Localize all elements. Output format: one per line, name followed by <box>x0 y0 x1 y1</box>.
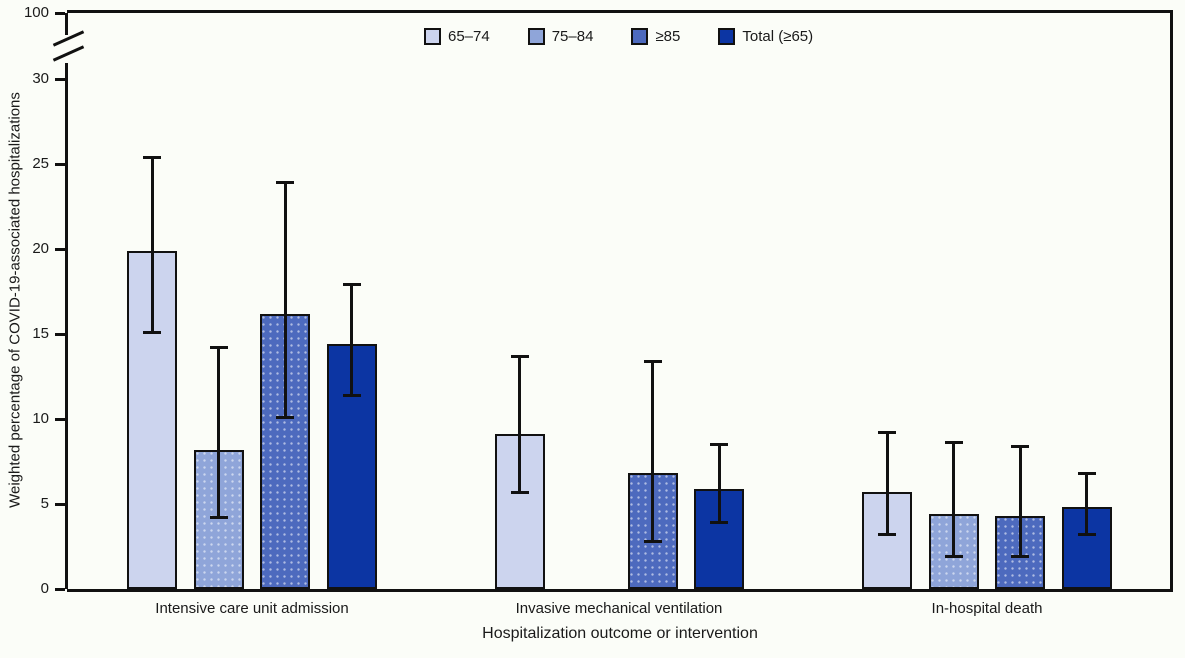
y-tick-30 <box>55 77 65 81</box>
error-bar-line-65–74-0 <box>150 157 154 333</box>
error-bar-cap-bottom-75–84-2 <box>944 555 963 559</box>
legend-item-≥85: ≥85 <box>631 28 680 45</box>
error-bar-cap-bottom-Total (≥65)-2 <box>1077 533 1096 537</box>
error-bar-cap-top-75–84-2 <box>944 441 963 445</box>
error-bar-line-≥85-1 <box>651 361 654 542</box>
legend-item-Total (≥65): Total (≥65) <box>718 28 813 45</box>
legend-swatch-icon <box>527 28 545 45</box>
error-bar-cap-top-≥85-1 <box>643 359 662 363</box>
legend-item-75–84: 75–84 <box>527 28 594 45</box>
plot-area: 0 5 10 15 20 25 30 100 <box>24 4 1173 597</box>
y-tick-100 <box>55 11 65 15</box>
error-bar-cap-bottom-≥85-0 <box>276 415 294 419</box>
error-bar-cap-top-65–74-2 <box>878 431 896 435</box>
y-tick-25 <box>55 162 65 166</box>
error-bar-cap-bottom-Total (≥65)-0 <box>342 393 361 397</box>
y-tick-15 <box>55 332 65 336</box>
error-bar-cap-bottom-65–74-2 <box>878 533 896 537</box>
axis-break-slash <box>52 30 85 47</box>
error-bar-cap-top-75–84-0 <box>209 346 228 350</box>
category-label-icu: Intensive care unit admission <box>155 600 349 617</box>
error-bar-line-75–84-2 <box>952 442 955 557</box>
error-bar-line-65–74-2 <box>885 432 889 535</box>
y-tick-label-10: 10 <box>32 410 49 427</box>
y-tick-label-20: 20 <box>32 240 49 257</box>
error-bar-cap-top-Total (≥65)-1 <box>710 443 728 446</box>
error-bar-cap-bottom-≥85-2 <box>1011 555 1029 559</box>
y-tick-10 <box>55 417 65 421</box>
error-bar-line-Total (≥65)-0 <box>350 284 353 396</box>
y-tick-label-15: 15 <box>32 325 49 342</box>
y-axis-line-upper <box>65 13 68 35</box>
error-bar-cap-bottom-65–74-1 <box>510 490 529 494</box>
legend-swatch-icon <box>631 28 649 45</box>
error-bar-cap-top-Total (≥65)-0 <box>342 283 361 287</box>
legend-label: 75–84 <box>551 28 594 45</box>
legend-swatch-icon <box>718 28 736 45</box>
y-tick-label-25: 25 <box>32 155 49 172</box>
error-bar-cap-top-65–74-1 <box>510 354 529 358</box>
error-bar-line-≥85-2 <box>1018 446 1022 557</box>
x-axis-title: Hospitalization outcome or intervention <box>482 625 758 642</box>
axis-break-slash <box>52 45 85 62</box>
y-axis-line-lower <box>65 63 68 589</box>
error-bar-cap-bottom-Total (≥65)-1 <box>710 521 728 525</box>
legend-label: ≥85 <box>655 28 681 45</box>
error-bar-line-65–74-1 <box>518 356 521 493</box>
error-bar-line-75–84-0 <box>217 347 220 518</box>
y-tick-5 <box>55 502 65 506</box>
error-bar-cap-top-65–74-0 <box>143 155 161 159</box>
error-bar-cap-top-≥85-2 <box>1011 444 1029 448</box>
error-bar-line-Total (≥65)-2 <box>1085 473 1088 535</box>
error-bar-cap-bottom-≥85-1 <box>643 539 662 543</box>
legend-item-65–74: 65–74 <box>424 28 490 45</box>
y-tick-20 <box>55 247 65 251</box>
error-bar-cap-top-≥85-0 <box>276 181 294 185</box>
legend-swatch-icon <box>424 28 441 45</box>
legend: 65–74 75–84 ≥85 Total (≥65) <box>424 28 813 45</box>
y-tick-label-30: 30 <box>32 70 49 87</box>
y-tick-0 <box>55 587 65 591</box>
y-tick-label-5: 5 <box>40 495 49 512</box>
legend-label: Total (≥65) <box>742 28 814 45</box>
error-bar-line-Total (≥65)-1 <box>717 444 721 523</box>
error-bar-cap-top-Total (≥65)-2 <box>1077 471 1096 475</box>
error-bar-cap-bottom-75–84-0 <box>209 516 228 520</box>
category-label-death: In-hospital death <box>931 600 1043 617</box>
error-bar-cap-bottom-65–74-0 <box>143 330 161 334</box>
y-tick-label-0: 0 <box>40 580 49 597</box>
legend-label: 65–74 <box>448 28 490 45</box>
error-bar-line-≥85-0 <box>283 182 287 418</box>
y-tick-label-100: 100 <box>23 4 49 21</box>
category-label-ventilation: Invasive mechanical ventilation <box>515 600 723 617</box>
